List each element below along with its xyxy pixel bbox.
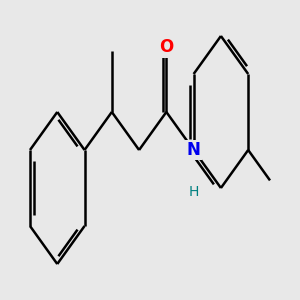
Text: H: H xyxy=(188,185,199,199)
Text: N: N xyxy=(187,141,201,159)
Text: N: N xyxy=(187,141,201,159)
Text: O: O xyxy=(159,38,173,56)
